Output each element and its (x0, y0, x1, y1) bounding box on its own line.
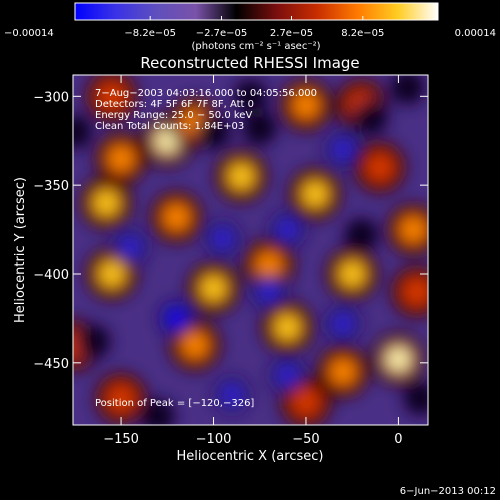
heatmap-blob-core (293, 93, 318, 118)
annotation-time-range: 7−Aug−2003 04:03:16.000 to 04:05:56.000 (95, 88, 317, 99)
heatmap-blob (147, 405, 170, 425)
y-tick-label: −350 (33, 179, 69, 194)
heatmap-blob-core (293, 389, 318, 414)
colorbar-tick-label: 2.7e−05 (270, 28, 313, 39)
colorbar-tick-label: −2.7e−05 (196, 28, 248, 39)
heatmap-blob (276, 218, 299, 241)
y-axis-title: Heliocentric Y (arcsec) (13, 177, 28, 323)
heatmap-blob (202, 120, 225, 143)
colorbar (74, 2, 439, 21)
heatmap-blob (331, 138, 354, 161)
heatmap-blob-core (386, 347, 411, 372)
heatmap-blob-core (99, 261, 124, 286)
heatmap-blob (350, 223, 373, 246)
x-tick-label: 0 (394, 432, 402, 447)
heatmap-blob (409, 387, 428, 410)
heatmap-blob (331, 312, 354, 335)
heatmap-blob (165, 307, 188, 330)
colorbar-unit-label: (photons cm⁻² s⁻¹ asec⁻²) (191, 41, 320, 52)
colorbar-tick-label: −8.2e−05 (124, 28, 176, 39)
y-tick-label: −300 (33, 90, 69, 105)
colorbar-tick-label: −0.00014 (4, 28, 54, 39)
heatmap-blob-core (340, 261, 365, 286)
heatmap-blob-core (164, 205, 189, 230)
heatmap-blob (276, 364, 299, 387)
heatmap-blob-core (229, 164, 254, 189)
heatmap-blob (211, 227, 234, 250)
heatmap-blob-core (109, 146, 134, 171)
colorbar-tick-label: 0.00014 (455, 28, 496, 39)
x-axis-title: Heliocentric X (arcsec) (177, 449, 324, 464)
annotation-energy-range: Energy Range: 25.0 − 50.0 keV (95, 110, 252, 121)
heatmap-blob-core (94, 190, 119, 215)
footer-timestamp: 6−Jun−2013 00:12 (400, 486, 496, 497)
heatmap-blob-core (109, 386, 134, 411)
heatmap-blob-core (256, 253, 281, 278)
annotation-counts: Clean Total Counts: 1.84E+03 (95, 121, 244, 132)
heatmap-blob-core (303, 182, 328, 207)
colorbar-tick-labels: −0.00014 −8.2e−05 −2.7e−05 2.7e−05 8.2e−05 0.… (4, 28, 496, 39)
heatmap-blob (396, 76, 419, 99)
heatmap-blob-core (99, 84, 124, 109)
heatmap-blob (73, 120, 86, 143)
heatmap-blobs (73, 75, 428, 425)
heatmap-blob-core (404, 279, 428, 304)
x-axis-ticks (120, 75, 399, 425)
annotation-detectors: Detectors: 4F 5F 6F 7F 8F, Att 0 (95, 99, 254, 110)
y-axis-ticks (73, 95, 428, 364)
heatmap-blob (221, 383, 244, 406)
heatmap-plot (73, 75, 428, 425)
heatmap-blob-core (201, 276, 226, 301)
heatmap-blob (239, 85, 262, 108)
heatmap-blob (359, 106, 382, 129)
y-tick-label: −450 (33, 357, 69, 372)
plot-frame (72, 74, 429, 426)
heatmap-blob-core (275, 315, 300, 340)
heatmap-blob-core (401, 217, 426, 242)
heatmap-blob-core (367, 155, 392, 180)
y-axis-tick-labels: −300 −350 −400 −450 (33, 90, 69, 371)
peak-position-label: Position of Peak = [−120,−326] (95, 398, 254, 409)
heatmap-blob-core (183, 333, 208, 358)
heatmap-blob (82, 330, 105, 353)
colorbar-ticks (74, 16, 439, 20)
x-tick-label: −150 (103, 432, 139, 447)
heatmap-blob (257, 280, 280, 303)
heatmap-blob-core (330, 359, 355, 384)
x-axis-tick-labels: −150 −100 −50 0 (103, 432, 402, 447)
colorbar-tick-label: 8.2e−05 (341, 28, 384, 39)
y-tick-label: −400 (33, 268, 69, 283)
heatmap-blob (119, 236, 142, 259)
x-tick-label: −100 (196, 432, 232, 447)
x-tick-label: −50 (292, 432, 319, 447)
annotation-block: 7−Aug−2003 04:03:16.000 to 04:05:56.000 … (95, 88, 317, 132)
heatmap-blob (248, 117, 271, 140)
chart-title: Reconstructed RHESSI Image (140, 54, 359, 72)
